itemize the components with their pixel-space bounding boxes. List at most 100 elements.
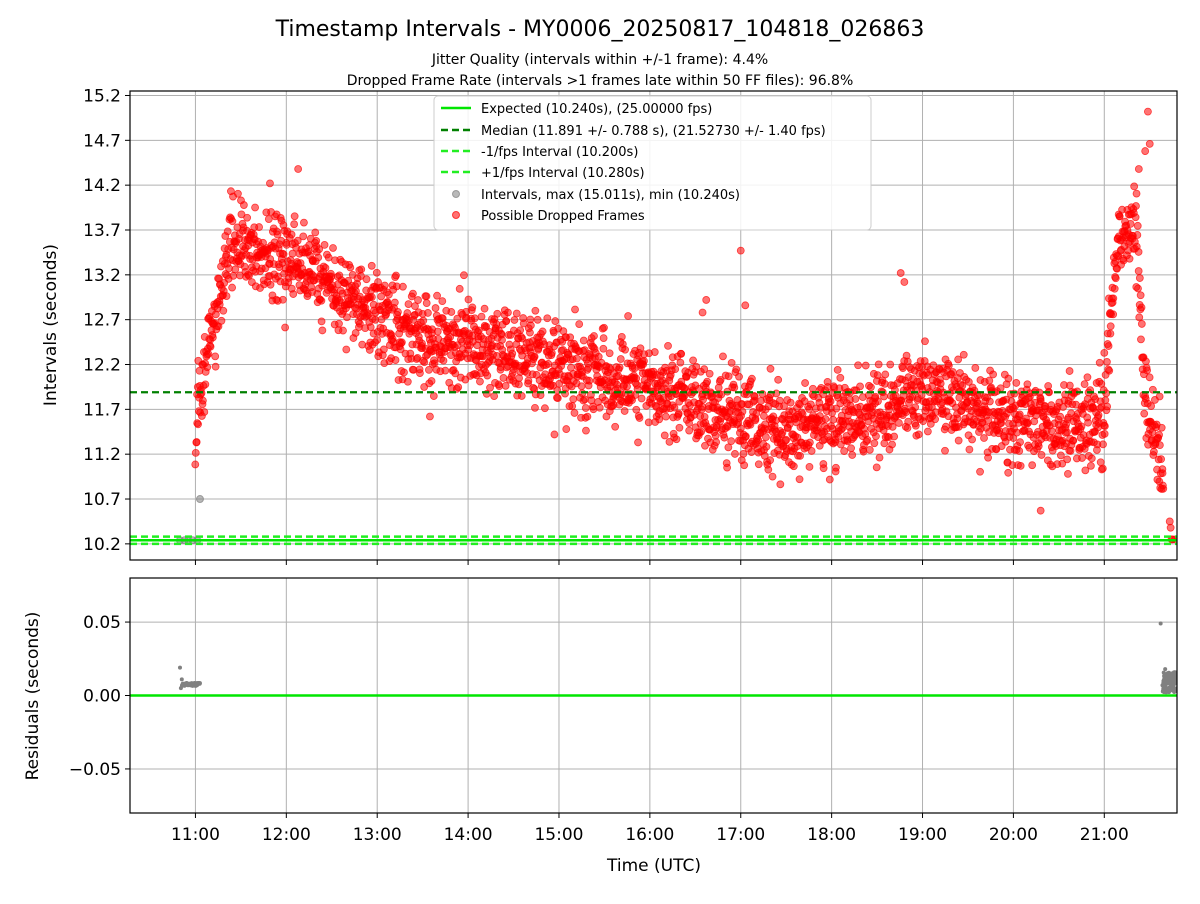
- dropped-frame-point: [900, 278, 909, 286]
- dropped-frame-point: [863, 435, 872, 444]
- dropped-frame-point: [541, 404, 549, 413]
- dropped-frame-point: [750, 392, 759, 401]
- dropped-frame-point: [384, 290, 393, 299]
- dropped-frame-point: [191, 448, 200, 457]
- dropped-frame-point: [898, 364, 907, 372]
- dropped-frame-point: [870, 439, 879, 448]
- intervals-y-tick-label: 11.7: [83, 400, 121, 420]
- dropped-frame-point: [1065, 381, 1074, 390]
- dropped-frame-point: [1004, 468, 1013, 477]
- dropped-frame-point: [911, 403, 920, 412]
- dropped-frame-point: [796, 451, 804, 460]
- dropped-frame-point: [1105, 366, 1114, 375]
- dropped-frame-point: [1165, 517, 1174, 526]
- dropped-frame-point: [795, 475, 804, 484]
- dropped-frame-point: [703, 377, 712, 386]
- dropped-frame-point: [519, 319, 528, 328]
- intervals-y-tick-label: 13.7: [83, 221, 121, 241]
- dropped-frame-point: [677, 349, 686, 358]
- residuals-y-tick-label: 0.05: [83, 613, 121, 633]
- dropped-frame-point: [719, 352, 727, 361]
- dropped-frame-point: [526, 328, 534, 337]
- dropped-frame-point: [510, 316, 519, 324]
- dropped-frame-point: [624, 312, 632, 320]
- dropped-frame-point: [419, 316, 428, 325]
- dropped-frame-point: [903, 424, 912, 432]
- dropped-frame-point: [617, 332, 626, 341]
- dropped-frame-point: [890, 432, 899, 441]
- dropped-frame-point: [774, 375, 783, 384]
- dropped-frame-point: [634, 438, 642, 447]
- dropped-frame-point: [1140, 409, 1149, 418]
- dropped-frame-point: [806, 400, 815, 409]
- dropped-frame-point: [1102, 389, 1111, 398]
- dropped-frame-point: [279, 250, 288, 259]
- dropped-frame-point: [595, 403, 604, 412]
- dropped-frame-point: [1134, 165, 1143, 173]
- dropped-frame-point: [543, 314, 552, 323]
- dropped-frame-point: [1056, 451, 1065, 460]
- dropped-frame-point: [397, 338, 406, 347]
- dropped-frame-point: [772, 389, 781, 398]
- dropped-frame-point: [829, 415, 838, 424]
- dropped-frame-point: [579, 336, 588, 345]
- dropped-frame-point: [727, 437, 736, 446]
- dropped-frame-point: [859, 447, 868, 456]
- dropped-frame-point: [662, 412, 670, 421]
- dropped-frame-point: [660, 431, 669, 440]
- legend-median-label: Median (11.891 +/- 0.788 s), (21.52730 +…: [481, 124, 826, 139]
- residual-point: [1169, 677, 1174, 682]
- dropped-frame-point: [502, 317, 511, 326]
- dropped-frame-point: [1100, 348, 1109, 357]
- dropped-frame-point: [468, 303, 477, 312]
- dropped-frame-point: [776, 480, 785, 489]
- dropped-frame-point: [293, 236, 302, 245]
- dropped-frame-point: [616, 355, 625, 363]
- dropped-frame-point: [433, 291, 441, 300]
- dropped-frame-point: [357, 265, 366, 274]
- dropped-frame-point: [394, 308, 402, 316]
- dropped-frame-point: [342, 345, 351, 354]
- dropped-frame-point: [671, 365, 680, 374]
- dropped-frame-point: [989, 370, 998, 379]
- dropped-frame-point: [738, 407, 747, 416]
- dropped-frame-point: [741, 432, 750, 441]
- dropped-frame-point: [953, 414, 962, 423]
- chart-title: Timestamp Intervals - MY0006_20250817_10…: [275, 17, 925, 42]
- dropped-frame-point: [1147, 402, 1156, 410]
- dropped-frame-point: [343, 313, 351, 322]
- dropped-frame-point: [1145, 140, 1154, 148]
- dropped-frame-point: [1100, 422, 1109, 430]
- dropped-frame-point: [886, 360, 895, 369]
- dropped-frame-point: [805, 462, 814, 471]
- dropped-frame-point: [399, 282, 407, 291]
- dropped-frame-point: [447, 308, 456, 316]
- dropped-frame-point: [231, 265, 240, 274]
- dropped-frame-point: [1023, 380, 1032, 389]
- dropped-frame-point: [590, 332, 598, 340]
- dropped-frame-point: [1137, 320, 1146, 328]
- intervals-y-tick-label: 10.2: [83, 535, 121, 555]
- intervals-y-tick-label: 13.2: [83, 266, 121, 286]
- dropped-frame-point: [636, 344, 645, 353]
- dropped-frame-point: [840, 447, 849, 455]
- dropped-frame-point: [460, 271, 468, 280]
- dropped-frame-point: [531, 403, 539, 412]
- dropped-frame-point: [1136, 291, 1145, 300]
- dropped-frame-point: [477, 312, 486, 321]
- x-tick-label: 18:00: [807, 825, 856, 845]
- dropped-frame-point: [888, 422, 897, 431]
- dropped-frame-point: [544, 360, 553, 368]
- dropped-frame-point: [512, 309, 521, 318]
- dropped-frame-point: [848, 451, 857, 459]
- dropped-frame-point: [480, 304, 489, 313]
- dropped-frame-point: [936, 379, 945, 388]
- dropped-frame-point: [204, 350, 213, 358]
- dropped-frame-point: [714, 383, 723, 392]
- dropped-frame-point: [390, 298, 399, 307]
- legend-dropped-marker: [452, 211, 460, 219]
- dropped-frame-point: [724, 372, 733, 381]
- dropped-frame-point: [605, 349, 614, 358]
- dropped-frame-point: [764, 465, 773, 474]
- dropped-frame-point: [872, 432, 880, 441]
